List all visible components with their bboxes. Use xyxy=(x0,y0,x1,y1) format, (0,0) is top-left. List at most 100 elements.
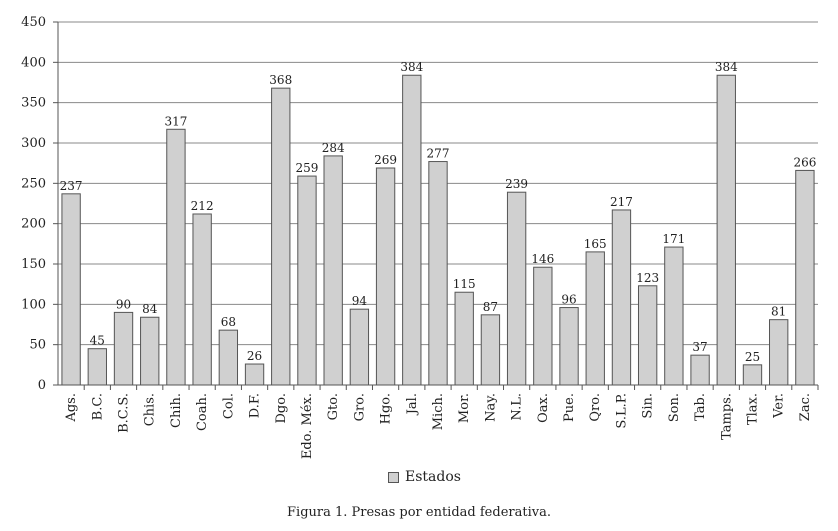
y-tick-label: 250 xyxy=(21,176,46,191)
data-label: 284 xyxy=(322,141,345,155)
bar xyxy=(113,311,134,386)
x-tick-label: Coah. xyxy=(195,393,210,431)
x-tick-label: Ver. xyxy=(772,393,787,419)
x-tick-label: Tlax. xyxy=(745,393,760,425)
data-label: 37 xyxy=(692,340,707,354)
x-tick-label: Ags. xyxy=(64,393,79,423)
y-tick-label: 100 xyxy=(21,297,46,312)
bar xyxy=(166,128,186,386)
x-tick-label: Jal. xyxy=(405,393,420,416)
data-label: 237 xyxy=(60,179,83,193)
data-label: 171 xyxy=(662,232,685,246)
x-tick-label: B.C. xyxy=(90,393,105,420)
x-tick-label: D.F. xyxy=(248,393,263,418)
x-tick-label: Chih. xyxy=(169,393,184,428)
data-label: 146 xyxy=(531,252,554,266)
bar xyxy=(192,213,212,386)
x-tick-label: Tab. xyxy=(693,393,708,421)
data-label: 81 xyxy=(771,305,786,319)
data-label: 368 xyxy=(269,73,292,87)
x-tick-label: N.L. xyxy=(510,393,525,420)
x-tick-label: Edo. Méx. xyxy=(300,393,315,459)
bar xyxy=(61,193,81,386)
bar xyxy=(218,329,239,386)
data-label: 115 xyxy=(453,277,476,291)
data-label: 26 xyxy=(247,349,262,363)
bar xyxy=(454,291,474,386)
figure-caption: Figura 1. Presas por entidad federativa. xyxy=(287,505,551,520)
data-label: 25 xyxy=(745,350,760,364)
legend-label: Estados xyxy=(405,469,461,485)
x-tick-label: Zac. xyxy=(798,393,813,421)
data-label: 94 xyxy=(352,294,368,308)
y-tick-label: 350 xyxy=(21,96,46,111)
y-tick-label: 0 xyxy=(38,378,46,393)
y-tick-label: 450 xyxy=(21,15,46,30)
bar xyxy=(349,308,370,386)
bar xyxy=(323,155,343,386)
x-tick-label: S.L.P. xyxy=(614,393,629,429)
data-label: 212 xyxy=(191,199,214,213)
x-tick-label: Chis. xyxy=(143,393,158,426)
data-label: 123 xyxy=(636,271,659,285)
bar xyxy=(742,364,763,386)
x-tick-label: Son. xyxy=(667,393,682,422)
data-label: 87 xyxy=(483,300,498,314)
x-axis: Ags. B.C. B.C.S. Chis. Chih. Coah. Col. D.F. Dgo… xyxy=(58,384,819,459)
data-label: 45 xyxy=(90,334,105,348)
x-tick-label: Sin. xyxy=(641,393,656,419)
y-axis: 0 50 100 150 200 250 300 350 400 450 xyxy=(21,15,59,393)
x-tick-label: Dgo. xyxy=(274,393,289,423)
bar xyxy=(375,167,396,386)
data-label: 217 xyxy=(610,195,633,209)
data-label: 317 xyxy=(164,114,187,128)
x-tick-label: Gto. xyxy=(326,393,341,420)
data-label: 277 xyxy=(427,147,450,161)
x-tick-label: Pue. xyxy=(562,393,577,422)
bar xyxy=(795,169,815,386)
bar xyxy=(716,74,736,386)
data-label: 239 xyxy=(505,177,528,191)
y-tick-label: 200 xyxy=(21,217,46,232)
bar xyxy=(611,209,632,386)
data-label: 165 xyxy=(584,237,607,251)
data-label: 259 xyxy=(296,161,319,175)
legend: Estados xyxy=(388,469,461,485)
bar xyxy=(402,74,422,386)
y-tick-label: 300 xyxy=(21,136,46,151)
y-tick-label: 400 xyxy=(21,55,46,70)
x-tick-label: Qro. xyxy=(588,393,603,422)
data-label: 96 xyxy=(561,293,576,307)
bar xyxy=(559,307,579,386)
data-label: 269 xyxy=(374,153,397,167)
legend-swatch xyxy=(388,471,399,483)
bar xyxy=(506,191,527,386)
bar xyxy=(428,161,448,386)
bar xyxy=(87,348,107,386)
x-tick-label: Tamps. xyxy=(719,393,734,440)
data-label: 384 xyxy=(400,60,423,74)
data-label: 84 xyxy=(142,302,158,316)
bar xyxy=(140,316,160,386)
data-label: 68 xyxy=(221,315,236,329)
x-tick-label: Oax. xyxy=(536,393,551,423)
bar xyxy=(297,175,317,386)
x-tick-label: Nay. xyxy=(483,393,498,422)
bar xyxy=(271,87,291,386)
bar xyxy=(637,285,658,386)
bar xyxy=(480,314,501,386)
bar xyxy=(533,266,553,386)
x-tick-label: Mich. xyxy=(431,393,446,430)
bar xyxy=(585,251,605,386)
data-label: 90 xyxy=(116,297,131,311)
x-tick-label: Mor. xyxy=(457,393,472,423)
y-tick-label: 50 xyxy=(29,338,46,353)
bar xyxy=(244,363,265,386)
bar-chart: 0 50 100 150 200 250 300 350 400 450 237 45 90 84 317… xyxy=(21,15,819,459)
x-tick-label: Col. xyxy=(221,393,236,419)
bar xyxy=(769,319,789,386)
x-tick-label: Hgo. xyxy=(379,393,394,424)
x-tick-label: Gro. xyxy=(352,393,367,421)
data-label: 266 xyxy=(793,155,816,169)
